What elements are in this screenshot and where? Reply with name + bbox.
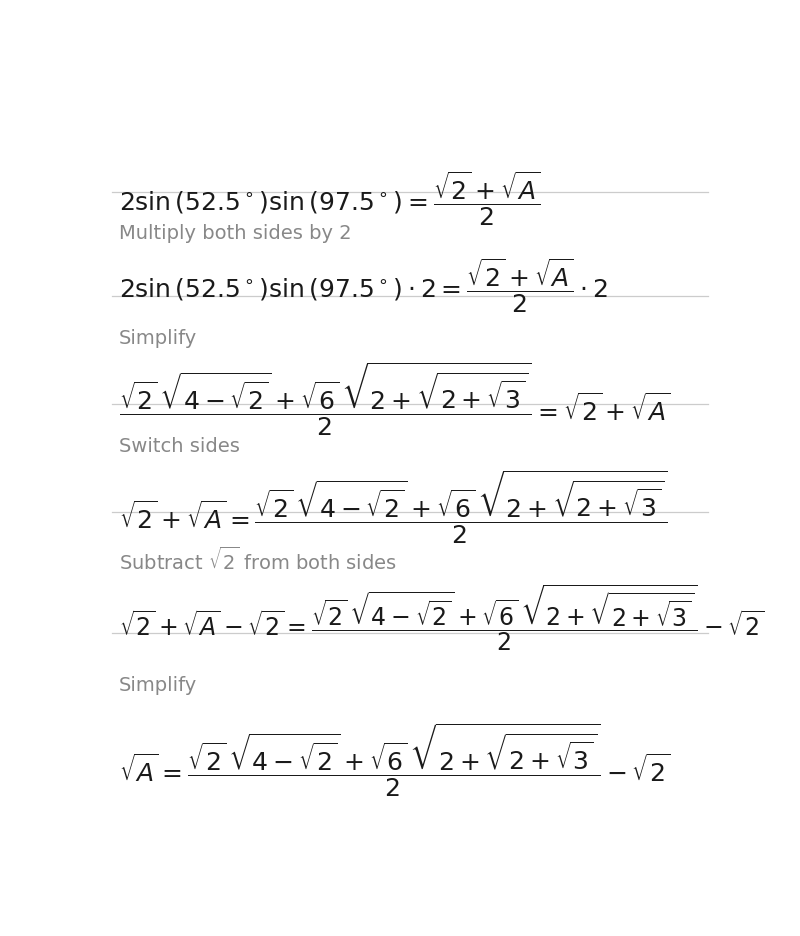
Text: $\dfrac{\sqrt{2}\,\sqrt{4-\sqrt{2}}+\sqrt{6}\,\sqrt{2+\sqrt{2+\sqrt{3}}}}{2} = \: $\dfrac{\sqrt{2}\,\sqrt{4-\sqrt{2}}+\sqr… [118,361,670,438]
Text: Switch sides: Switch sides [118,436,239,456]
Text: Subtract $\sqrt{2}$ from both sides: Subtract $\sqrt{2}$ from both sides [118,547,397,574]
Text: Simplify: Simplify [118,329,197,347]
Text: $\sqrt{2}+\sqrt{A} = \dfrac{\sqrt{2}\,\sqrt{4-\sqrt{2}}+\sqrt{6}\,\sqrt{2+\sqrt{: $\sqrt{2}+\sqrt{A} = \dfrac{\sqrt{2}\,\s… [118,469,667,547]
Text: Multiply both sides by 2: Multiply both sides by 2 [118,224,351,243]
Text: Simplify: Simplify [118,676,197,695]
Text: $2\sin\left(52.5^\circ\right)\sin\left(97.5^\circ\right)\cdot 2 = \dfrac{\sqrt{2: $2\sin\left(52.5^\circ\right)\sin\left(9… [118,256,608,314]
Text: $2\sin\left(52.5^\circ\right)\sin\left(97.5^\circ\right) = \dfrac{\sqrt{2}+\sqrt: $2\sin\left(52.5^\circ\right)\sin\left(9… [118,170,540,228]
Text: $\sqrt{2}+\sqrt{A}-\sqrt{2} = \dfrac{\sqrt{2}\,\sqrt{4-\sqrt{2}}+\sqrt{6}\,\sqrt: $\sqrt{2}+\sqrt{A}-\sqrt{2} = \dfrac{\sq… [118,582,764,653]
Text: $\sqrt{A} = \dfrac{\sqrt{2}\,\sqrt{4-\sqrt{2}}+\sqrt{6}\,\sqrt{2+\sqrt{2+\sqrt{3: $\sqrt{A} = \dfrac{\sqrt{2}\,\sqrt{4-\sq… [118,722,670,798]
